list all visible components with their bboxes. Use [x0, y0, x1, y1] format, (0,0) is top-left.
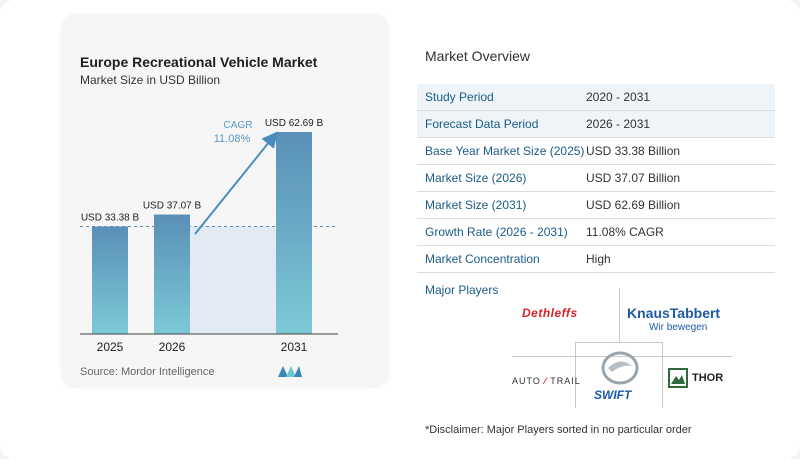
bar-2026	[154, 214, 190, 334]
overview-value: USD 37.07 Billion	[586, 171, 681, 185]
highlight-band	[190, 226, 276, 334]
major-players-grid: Dethleffs KnausTabbert Wir bewegen AUTO …	[512, 288, 732, 412]
mordor-intelligence-logo-icon	[278, 366, 302, 377]
overview-value: 11.08% CAGR	[586, 225, 664, 239]
overview-label: Market Concentration	[425, 252, 540, 266]
market-overview-table: Study Period 2020 - 2031 Forecast Data P…	[417, 84, 775, 273]
overview-value: USD 62.69 Billion	[586, 198, 681, 212]
bar-chart: USD 33.38 B 2025 USD 37.07 B 2026 USD 62.69 …	[80, 118, 338, 354]
overview-label: Base Year Market Size (2025)	[425, 144, 585, 158]
x-tick-2026: 2026	[159, 340, 186, 354]
overview-row: Market Concentration High	[417, 246, 775, 273]
data-label-2025: USD 33.38 B	[81, 212, 140, 223]
overview-row: Market Size (2026) USD 37.07 Billion	[417, 165, 775, 192]
overview-label: Market Size (2026)	[425, 171, 527, 185]
swift-emblem-icon	[601, 351, 639, 385]
overview-value: 2020 - 2031	[586, 90, 651, 104]
x-tick-2025: 2025	[97, 340, 124, 354]
overview-value: High	[586, 252, 611, 266]
grid-divider	[512, 356, 732, 357]
dethleffs-logo: Dethleffs	[522, 306, 578, 320]
knaus-tabbert-logo: KnausTabbert	[627, 305, 721, 321]
chart-card: Europe Recreational Vehicle Market Marke…	[62, 14, 388, 386]
overview-row: Growth Rate (2026 - 2031) 11.08% CAGR	[417, 219, 775, 246]
overview-label: Study Period	[425, 90, 494, 104]
overview-label: Market Size (2031)	[425, 198, 527, 212]
thor-logo: THOR	[692, 372, 724, 384]
swift-logo: SWIFT	[594, 388, 632, 402]
source-text: Source: Mordor Intelligence	[80, 366, 215, 378]
overview-value: 2026 - 2031	[586, 117, 651, 131]
knaus-tabbert-tagline: Wir bewegen	[649, 322, 708, 333]
major-players-title: Major Players	[425, 283, 499, 297]
cagr-arrow	[194, 131, 278, 235]
bar-2031	[276, 132, 312, 334]
chart-title: Europe Recreational Vehicle Market	[80, 54, 318, 70]
bar-2025	[92, 226, 128, 334]
auto-trail-logo: AUTO ⁄ TRAIL	[512, 376, 581, 386]
cagr-value: 11.08%	[214, 133, 251, 145]
data-label-2031: USD 62.69 B	[265, 118, 324, 129]
market-overview-title: Market Overview	[425, 48, 531, 64]
overview-row: Base Year Market Size (2025) USD 33.38 B…	[417, 138, 775, 165]
x-tick-2031: 2031	[281, 340, 308, 354]
auto-trail-logo-word-2: TRAIL	[550, 376, 581, 386]
grid-divider	[662, 342, 663, 408]
grid-divider	[619, 288, 620, 342]
thor-emblem-icon	[668, 368, 688, 388]
overview-row: Market Size (2031) USD 62.69 Billion	[417, 192, 775, 219]
grid-divider	[575, 342, 576, 408]
auto-trail-logo-word-1: AUTO	[512, 376, 541, 386]
overview-row: Forecast Data Period 2026 - 2031	[417, 111, 775, 138]
overview-row: Study Period 2020 - 2031	[417, 84, 775, 111]
cagr-label: CAGR	[224, 120, 253, 131]
overview-value: USD 33.38 Billion	[586, 144, 681, 158]
auto-trail-slash-icon: ⁄	[544, 376, 547, 386]
data-label-2026: USD 37.07 B	[143, 201, 202, 212]
overview-label: Growth Rate (2026 - 2031)	[425, 225, 568, 239]
overview-label: Forecast Data Period	[425, 117, 539, 131]
grid-divider	[575, 342, 663, 343]
disclaimer-text: *Disclaimer: Major Players sorted in no …	[425, 424, 692, 436]
chart-subtitle: Market Size in USD Billion	[80, 73, 221, 87]
